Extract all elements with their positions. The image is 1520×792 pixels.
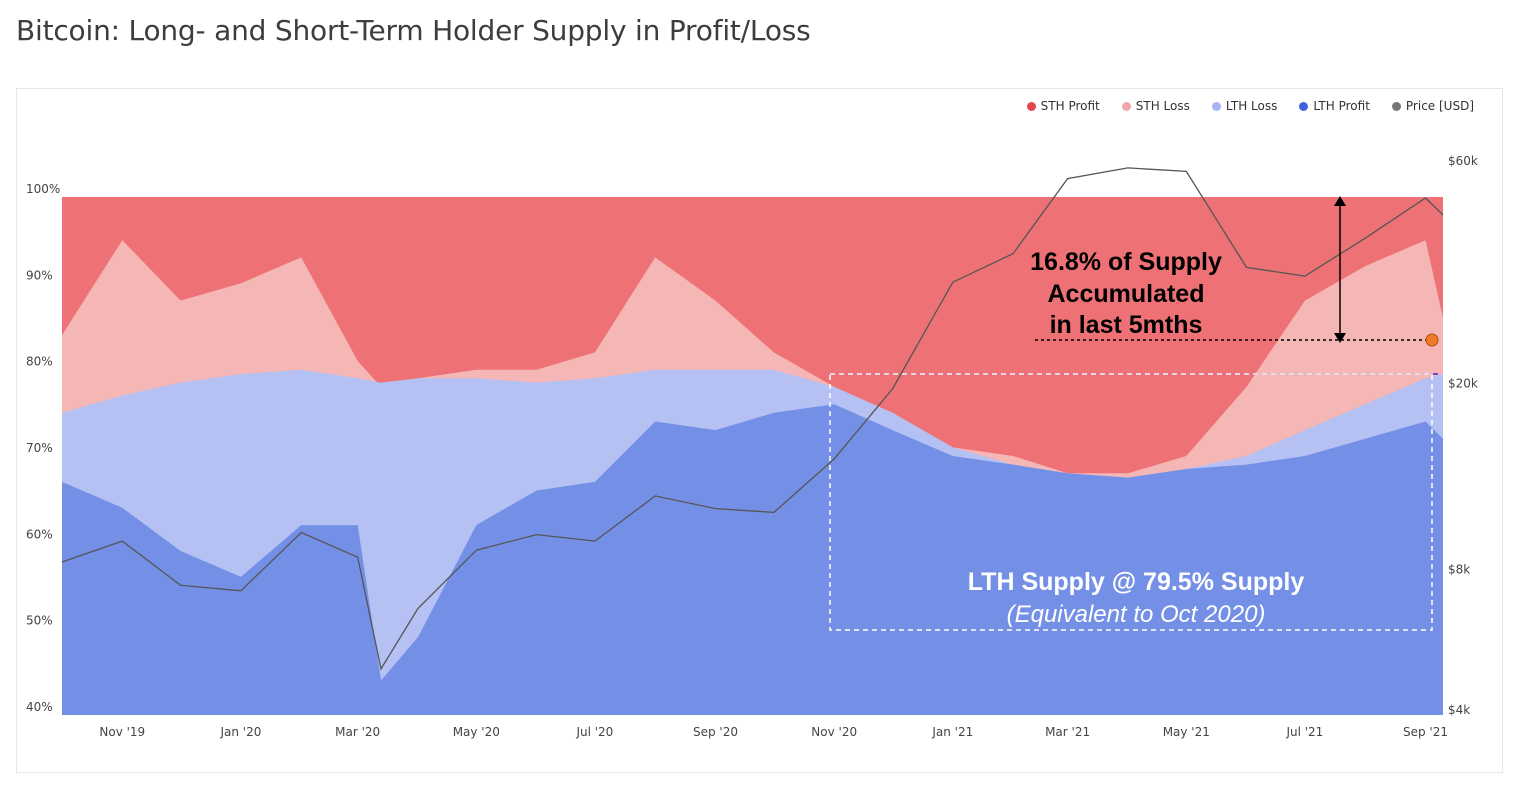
legend-item-lth-loss[interactable]: LTH Loss: [1211, 99, 1278, 113]
y-left-tick-label: 40%: [26, 700, 53, 714]
arrow-head-top: [1334, 196, 1346, 206]
x-tick-label: May '20: [453, 725, 500, 739]
legend-dot: [1391, 101, 1401, 111]
x-tick-label: Nov '20: [811, 725, 857, 739]
x-tick-label: May '21: [1163, 725, 1210, 739]
arrow-head-bottom: [1334, 333, 1346, 343]
stacked-areas: [62, 197, 1443, 715]
y-left-tick-label: 50%: [26, 614, 53, 628]
legend-dot: [1121, 101, 1131, 111]
y-right-tick-label: $20k: [1448, 377, 1478, 391]
legend-label: STH Loss: [1135, 99, 1190, 113]
y-right-tick-label: $60k: [1448, 154, 1478, 168]
accum-text-line2: Accumulated: [1048, 280, 1205, 308]
y-left-tick-label: 60%: [26, 527, 53, 541]
y-right-tick-label: $4k: [1448, 703, 1470, 717]
legend-item-sth-loss[interactable]: STH Loss: [1121, 99, 1190, 113]
lth-text-line2: (Equivalent to Oct 2020): [1007, 601, 1266, 628]
legend-dot: [1299, 101, 1309, 111]
x-tick-label: Jul '20: [575, 725, 613, 739]
lth-text-line1: LTH Supply @ 79.5% Supply: [968, 568, 1305, 596]
legend-label: Price [USD]: [1405, 99, 1474, 113]
x-tick-label: Sep '20: [693, 725, 738, 739]
y-left-tick-label: 90%: [26, 268, 53, 282]
x-tick-label: Jan '21: [931, 725, 973, 739]
x-tick-label: Mar '21: [1045, 725, 1090, 739]
axes: 100% 90% 80% 70% 60% 50% 40% $60k $20k $8k $4k Nov …: [26, 154, 1478, 739]
x-tick-label: Mar '20: [335, 725, 380, 739]
chart-frame: [16, 88, 1503, 773]
legend-item-sth-profit[interactable]: STH Profit: [1026, 99, 1100, 113]
x-tick-label: Sep '21: [1403, 725, 1448, 739]
legend-dot: [1026, 101, 1036, 111]
accum-text-line3: in last 5mths: [1050, 311, 1203, 339]
overlay: [61, 167, 1444, 671]
x-tick-label: Nov '19: [99, 725, 145, 739]
annotations: 16.8% of Supply Accumulated in last 5mth…: [829, 196, 1440, 631]
y-left-tick-label: 80%: [26, 355, 53, 369]
area-lth-profit: [62, 404, 1443, 715]
legend-item-lth-profit[interactable]: LTH Profit: [1299, 99, 1370, 113]
legend-label: LTH Loss: [1225, 99, 1278, 113]
accum-marker-dot: [1425, 333, 1439, 347]
page-title: Bitcoin: Long- and Short-Term Holder Sup…: [16, 14, 811, 47]
x-tick-label: Jul '21: [1285, 725, 1323, 739]
x-tick-label: Jan '20: [219, 725, 261, 739]
legend-dot: [1211, 101, 1221, 111]
y-left-tick-label: 70%: [26, 441, 53, 455]
y-right-tick-label: $8k: [1448, 563, 1470, 577]
legend-label: STH Profit: [1040, 99, 1100, 113]
accum-text-line1: 16.8% of Supply: [1030, 248, 1222, 276]
y-left-tick-label: 100%: [26, 182, 60, 196]
lth-annotation-box: [829, 373, 1433, 631]
legend-item-price-usd[interactable]: Price [USD]: [1391, 99, 1474, 113]
price-line: [61, 167, 1444, 671]
chart-legend: STH Profit STH Loss LTH Loss LTH Profit Pric…: [1026, 99, 1474, 113]
legend-label: LTH Profit: [1313, 99, 1370, 113]
